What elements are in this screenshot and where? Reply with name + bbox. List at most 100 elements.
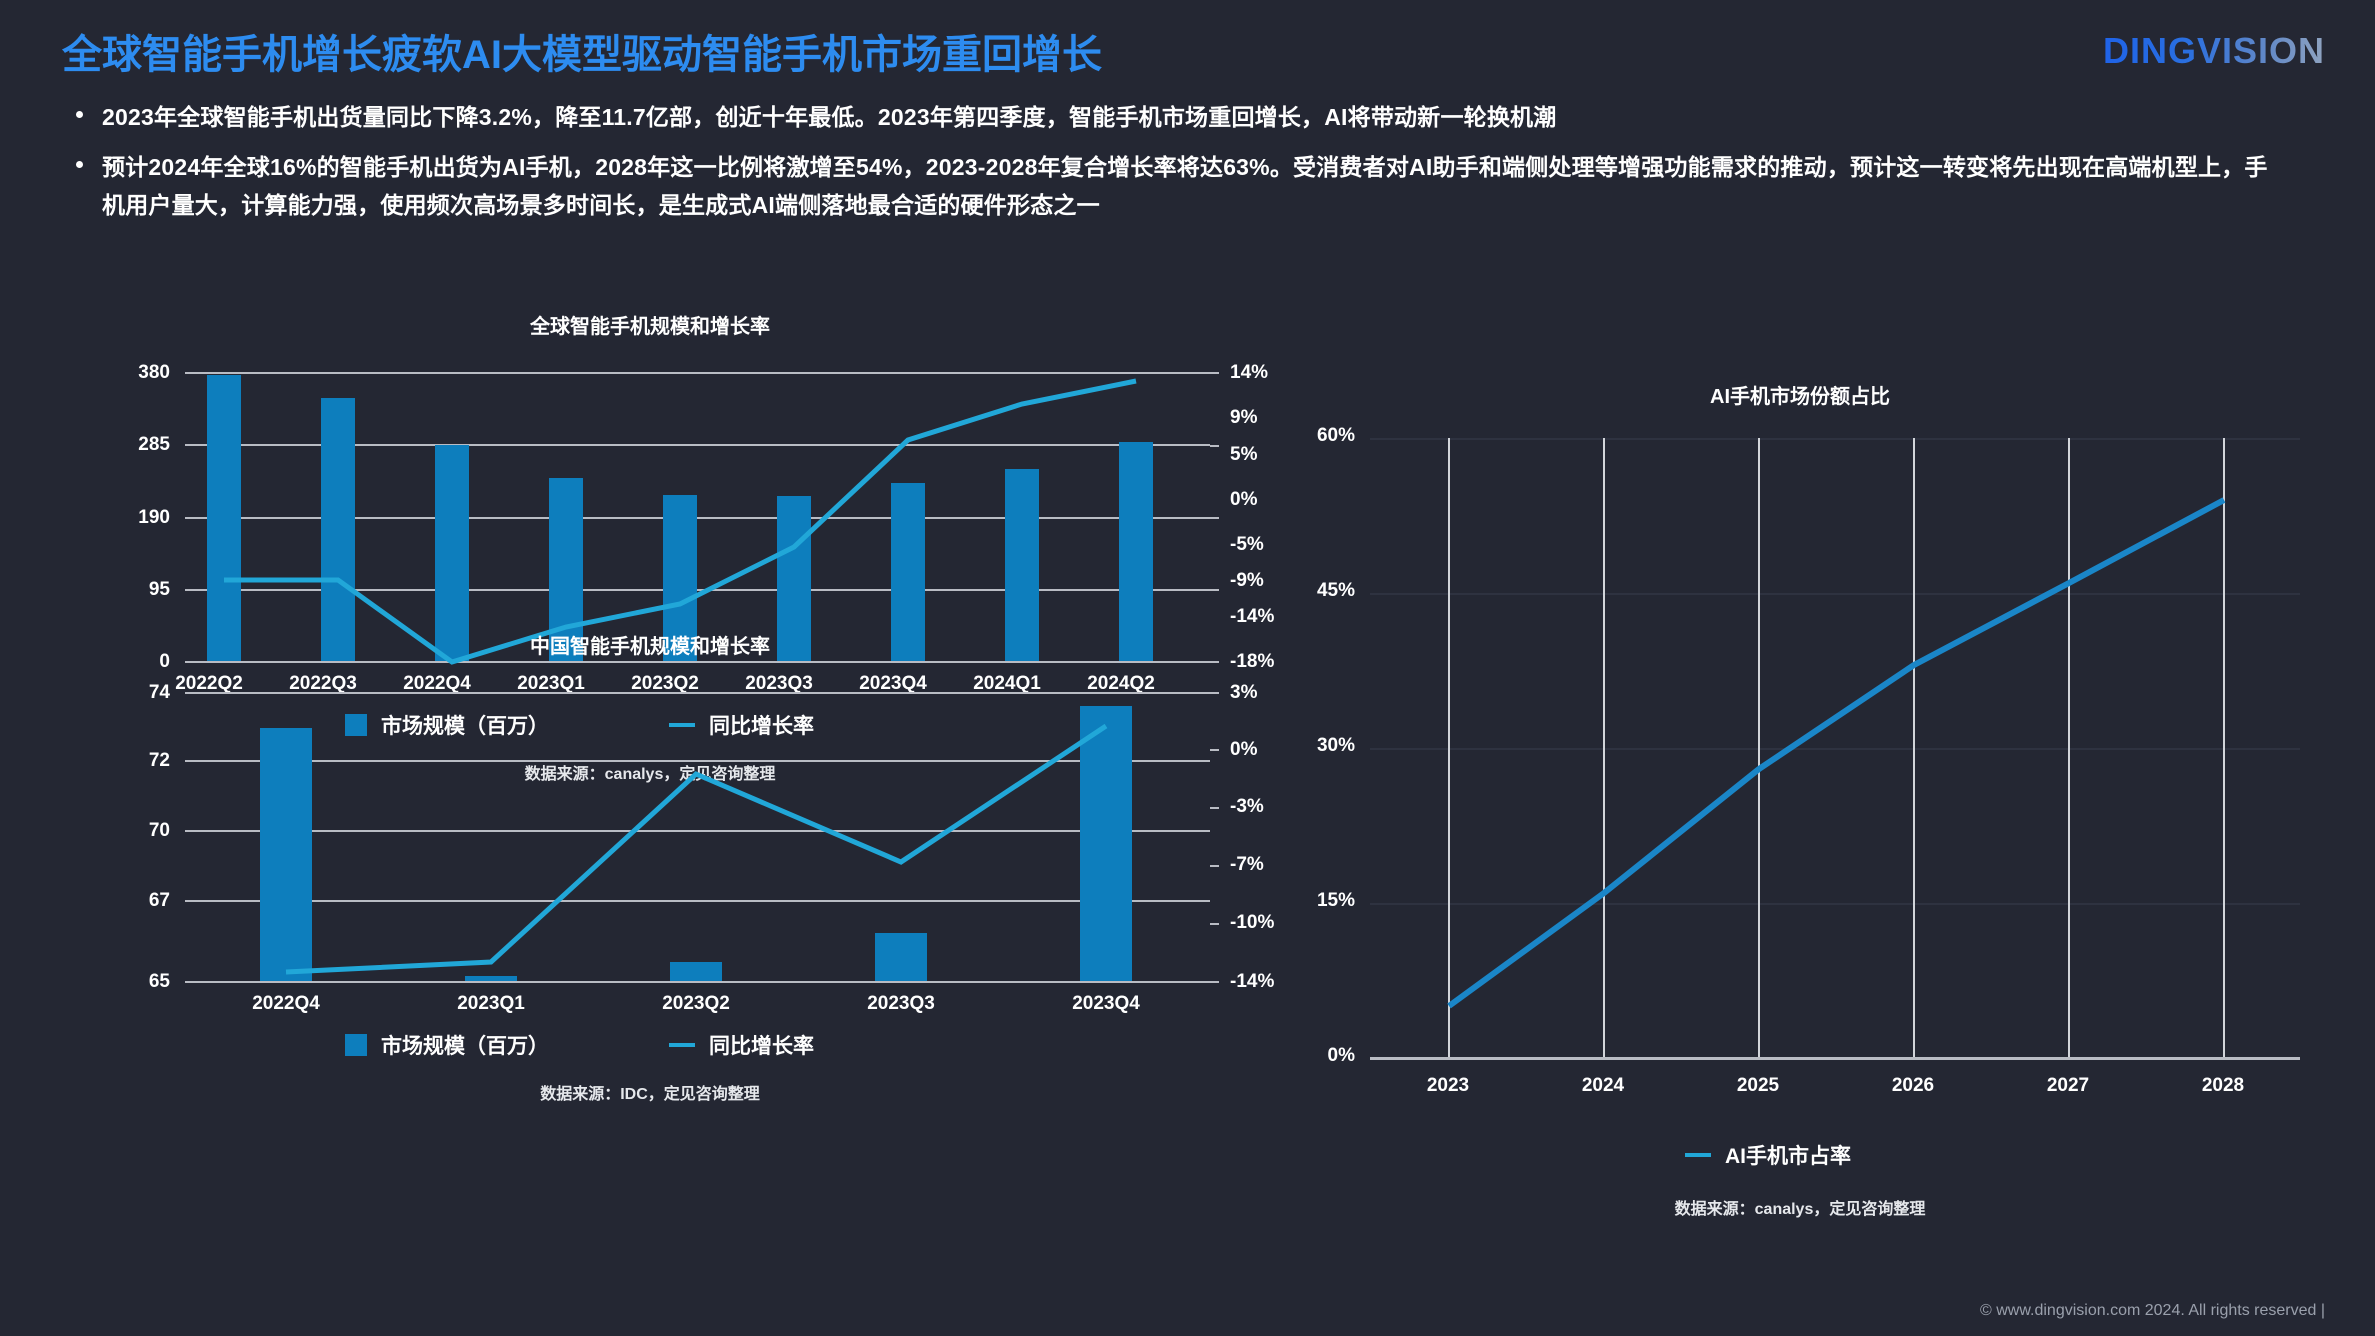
bar-2023Q2: [670, 962, 722, 981]
y2-axis-label: 9%: [1230, 407, 1258, 428]
gridline: [1370, 748, 2300, 750]
x-axis-label: 2024: [1581, 1075, 1625, 1096]
chart-source: 数据来源：IDC，定见咨询整理: [540, 1086, 760, 1103]
y2-tick: [1210, 865, 1219, 867]
chart-china-smartphone: 中国智能手机规模和增长率 74 72 70 67 65 3% 0%: [60, 630, 1275, 1110]
gridline: [1370, 438, 2300, 440]
x-axis-label: 2023Q3: [745, 673, 813, 694]
header: 全球智能手机增长疲软AI大模型驱动智能手机市场重回增长 DINGVISION: [0, 0, 2375, 92]
plot-area: [185, 692, 1210, 983]
brand-logo: DINGVISION: [2102, 30, 2325, 71]
legend-label: 市场规模（百万）: [381, 1035, 549, 1058]
legend-bar-swatch-icon: [345, 714, 367, 736]
bar-2023Q2: [663, 495, 697, 661]
page-title: 全球智能手机增长疲软AI大模型驱动智能手机市场重回增长: [62, 33, 1102, 77]
legend-label: 市场规模（百万）: [381, 715, 549, 738]
bar-2023Q3: [777, 496, 811, 661]
y2-axis-label: -7%: [1230, 854, 1264, 875]
bar-2022Q2: [207, 375, 241, 661]
bar-2023Q4: [891, 483, 925, 661]
y2-axis-label: -14%: [1230, 606, 1275, 627]
gridline-vertical: [1448, 438, 1450, 1058]
list-item: 2023年全球智能手机出货量同比下降3.2%，降至11.7亿部，创近十年最低。2…: [62, 98, 2312, 136]
gridline-vertical: [1913, 438, 1915, 1058]
y2-tick: [1210, 589, 1219, 591]
y-axis-label: 285: [138, 434, 170, 455]
legend-item-bar[interactable]: 市场规模（百万）: [345, 710, 549, 740]
gridline: [185, 661, 1210, 663]
y2-tick: [1210, 692, 1219, 694]
x-axis-label: 2023Q4: [859, 673, 927, 694]
x-axis-label: 2024Q1: [973, 673, 1041, 694]
legend-label: 同比增长率: [709, 1035, 814, 1058]
legend-item-line[interactable]: 同比增长率: [669, 710, 814, 740]
gridline: [185, 692, 1210, 694]
bar-2023Q1: [465, 976, 517, 981]
y2-axis-label: 5%: [1230, 444, 1258, 465]
y2-axis-label: 0%: [1230, 739, 1258, 760]
y-axis-label: 30%: [1316, 735, 1355, 756]
chart-ai-phone-share: AI手机市场份额占比 60% 45% 30% 15% 0% 2023: [1250, 370, 2350, 1218]
y-axis-label: 0: [159, 651, 170, 672]
bar-2022Q3: [321, 398, 355, 661]
gridline: [185, 900, 1210, 902]
x-axis-label: 2024Q2: [1087, 673, 1155, 694]
y2-axis-label: 14%: [1230, 362, 1269, 383]
x-axis-label: 2028: [2201, 1075, 2245, 1096]
x-axis-label: 2022Q3: [289, 673, 357, 694]
y2-tick: [1210, 661, 1219, 663]
chart-title: 全球智能手机规模和增长率: [530, 316, 770, 338]
y-axis-label: 0%: [1327, 1045, 1355, 1066]
chart-title: 中国智能手机规模和增长率: [530, 636, 770, 658]
y-axis-label: 70: [148, 820, 170, 841]
y2-axis-label: -14%: [1230, 971, 1275, 992]
y2-tick: [1210, 981, 1219, 983]
y-axis-label: 72: [148, 750, 170, 771]
legend-line-swatch-icon: [669, 1043, 695, 1047]
legend-line-swatch-icon: [1685, 1153, 1711, 1157]
y-axis-label: 60%: [1316, 425, 1355, 446]
chart-legend: 市场规模（百万） 同比增长率: [345, 1030, 814, 1060]
y2-tick: [1210, 923, 1219, 925]
x-axis-line: [1370, 1057, 2300, 1060]
x-axis-label: 2022Q4: [252, 993, 320, 1014]
legend-line-swatch-icon: [669, 723, 695, 727]
bar-2024Q1: [1005, 469, 1039, 661]
gridline: [185, 760, 1210, 762]
legend-label: AI手机市占率: [1725, 1145, 1851, 1168]
x-axis-label: 2026: [1891, 1075, 1935, 1096]
list-item: 预计2024年全球16%的智能手机出货为AI手机，2028年这一比例将激增至54…: [62, 148, 2312, 224]
legend-item-line[interactable]: AI手机市占率: [1685, 1140, 1851, 1170]
y2-tick: [1210, 807, 1219, 809]
gridline: [185, 830, 1210, 832]
legend-bar-swatch-icon: [345, 1034, 367, 1056]
legend-label: 同比增长率: [709, 715, 814, 738]
plot-area: [1370, 438, 2300, 1060]
growth-line-series: [224, 378, 1137, 665]
y-axis-label: 65: [148, 971, 170, 992]
x-axis-label: 2023Q2: [662, 993, 730, 1014]
legend-item-line[interactable]: 同比增长率: [669, 1030, 814, 1060]
bullet-dot-icon: [76, 161, 83, 168]
growth-line-series: [285, 723, 1108, 975]
y2-tick: [1210, 517, 1219, 519]
x-axis-label: 2022Q2: [175, 673, 243, 694]
gridline: [185, 372, 1210, 374]
y-axis-label: 380: [138, 362, 170, 383]
x-axis-label: 2023Q1: [517, 673, 585, 694]
x-axis-label: 2023Q4: [1072, 993, 1140, 1014]
x-axis-label: 2027: [2046, 1075, 2090, 1096]
chart-legend: AI手机市占率: [1685, 1140, 1851, 1170]
gridline: [185, 981, 1210, 983]
bullet-text: 预计2024年全球16%的智能手机出货为AI手机，2028年这一比例将激增至54…: [102, 154, 2268, 218]
bar-2024Q2: [1119, 442, 1153, 661]
legend-item-bar[interactable]: 市场规模（百万）: [345, 1030, 549, 1060]
y-axis-label: 74: [148, 682, 170, 703]
x-axis-label: 2023Q3: [867, 993, 935, 1014]
gridline-vertical: [1758, 438, 1760, 1058]
gridline: [185, 517, 1210, 519]
y2-tick: [1210, 445, 1219, 447]
chart-source: 数据来源：canalys，定见咨询整理: [1674, 1201, 1926, 1218]
y2-axis-label: -10%: [1230, 912, 1275, 933]
gridline-vertical: [2068, 438, 2070, 1058]
